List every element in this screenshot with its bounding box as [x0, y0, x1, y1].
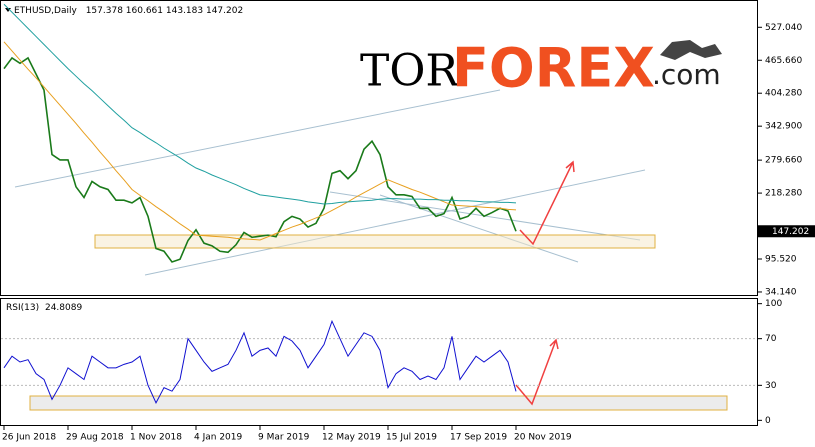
x-tick-label: 1 Nov 2018 [130, 433, 182, 443]
x-tick-label: 9 Mar 2019 [258, 433, 310, 443]
x-tick-label: 29 Aug 2018 [66, 433, 124, 443]
series-line [3, 3, 517, 205]
last-price-label: 147.202 [772, 227, 809, 237]
y-tick-label: 100 [765, 299, 782, 309]
y-tick-label: 527.040 [765, 23, 802, 33]
series-line [3, 56, 517, 263]
y-tick-label: 465.660 [765, 56, 802, 66]
open: 157.378 [86, 6, 123, 16]
rsi-last: 24.8089 [45, 303, 82, 313]
series-line [3, 41, 517, 241]
rsi-title: RSI(13) [6, 303, 39, 313]
y-tick-label: 95.520 [765, 255, 797, 265]
menu-triangle [5, 8, 11, 12]
trend-line [14, 89, 501, 188]
logo-com: .com [652, 58, 721, 91]
y-tick-label: 70 [765, 334, 777, 344]
trend-line [144, 169, 646, 276]
logo-forex: FOREX [452, 37, 655, 100]
last-price-box [758, 225, 815, 238]
logo-bull [660, 40, 722, 60]
y-tick-label: 34.140 [765, 287, 797, 297]
y-tick-label: 342.900 [765, 122, 802, 132]
high: 160.661 [126, 6, 163, 16]
symbol: ETHUSD,Daily [14, 6, 77, 16]
x-tick-label: 26 Jun 2018 [2, 433, 56, 443]
x-tick-label: 12 May 2019 [322, 433, 381, 443]
rsi-header: RSI(13) 24.8089 [6, 303, 82, 313]
rsi-panel [0, 298, 758, 426]
x-tick-label: 17 Sep 2019 [450, 433, 507, 443]
y-tick-label: 30 [765, 381, 777, 391]
low: 143.183 [166, 6, 203, 16]
support-zone [94, 234, 656, 249]
rsi-zone [29, 395, 728, 411]
trend-line [379, 194, 579, 263]
close: 147.202 [206, 6, 243, 16]
y-tick-label: 279.660 [765, 156, 802, 166]
arrow [519, 160, 575, 246]
x-tick-label: 4 Jan 2019 [194, 433, 242, 443]
series-line [3, 319, 517, 404]
arrow [515, 338, 559, 406]
y-tick-label: 0 [765, 416, 771, 426]
price-panel [0, 0, 758, 296]
y-tick-label: 218.280 [765, 189, 802, 199]
logo-tor: TOR [360, 46, 460, 97]
x-tick-label: 15 Jul 2019 [386, 433, 437, 443]
x-tick-label: 20 Nov 2019 [514, 433, 572, 443]
y-tick-label: 404.280 [765, 89, 802, 99]
price-header: ETHUSD,Daily 157.378 160.661 143.183 147… [14, 6, 243, 16]
